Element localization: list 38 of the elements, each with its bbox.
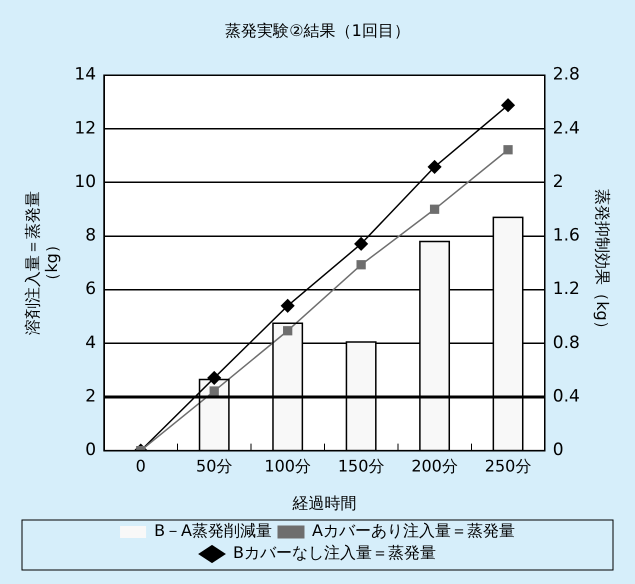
point	[503, 145, 513, 154]
legend-label: Bカバーなし注入量＝蒸発量	[233, 543, 436, 562]
y-tick-label: 0	[85, 440, 96, 460]
y-tick-label: 10	[74, 172, 96, 192]
point	[283, 326, 292, 336]
y-tick-label: 2	[85, 386, 96, 406]
y2-tick-label: 0.4	[552, 386, 580, 406]
point	[280, 299, 294, 313]
x-tick-label: 200分	[411, 456, 458, 476]
y-axis-title: 溶剤注入量＝蒸発量（kg）	[22, 190, 61, 335]
x-tick-label: 50分	[196, 456, 232, 476]
point	[428, 160, 442, 174]
y2-tick-label: 0.8	[552, 332, 580, 353]
y-tick-label: 12	[74, 118, 96, 138]
y2-tick-label: 2.8	[552, 64, 580, 85]
y2-tick-label: 2.4	[552, 118, 580, 138]
y-tick-label: 14	[74, 64, 96, 85]
x-tick-label: 100分	[264, 456, 311, 476]
chart-title: 蒸発実験②結果（1回目）	[225, 20, 410, 40]
y2-tick-label: 1.6	[552, 226, 580, 246]
x-tick-label: 250分	[484, 456, 532, 476]
point	[210, 386, 219, 396]
point	[356, 260, 366, 270]
point	[430, 204, 440, 214]
y2-tick-label: 1.2	[552, 279, 580, 300]
y2-tick-label: 0	[552, 440, 564, 460]
y-tick-label: 6	[85, 279, 96, 300]
point	[501, 98, 515, 112]
y-tick-label: 4	[85, 332, 96, 353]
x-axis-title: 経過時間	[291, 494, 356, 513]
x-tick-label: 150分	[338, 456, 384, 476]
x-tick-label: 0	[136, 456, 146, 476]
y-tick-label: 8	[85, 226, 96, 246]
point	[354, 237, 368, 251]
y2-axis-title: 蒸発抑制効果（kg）	[593, 189, 612, 337]
y2-tick-label: 2	[552, 172, 564, 192]
legend-label: B－A蒸発削減量	[154, 521, 272, 540]
legend-label: Aカバーあり注入量＝蒸発量	[312, 521, 515, 540]
